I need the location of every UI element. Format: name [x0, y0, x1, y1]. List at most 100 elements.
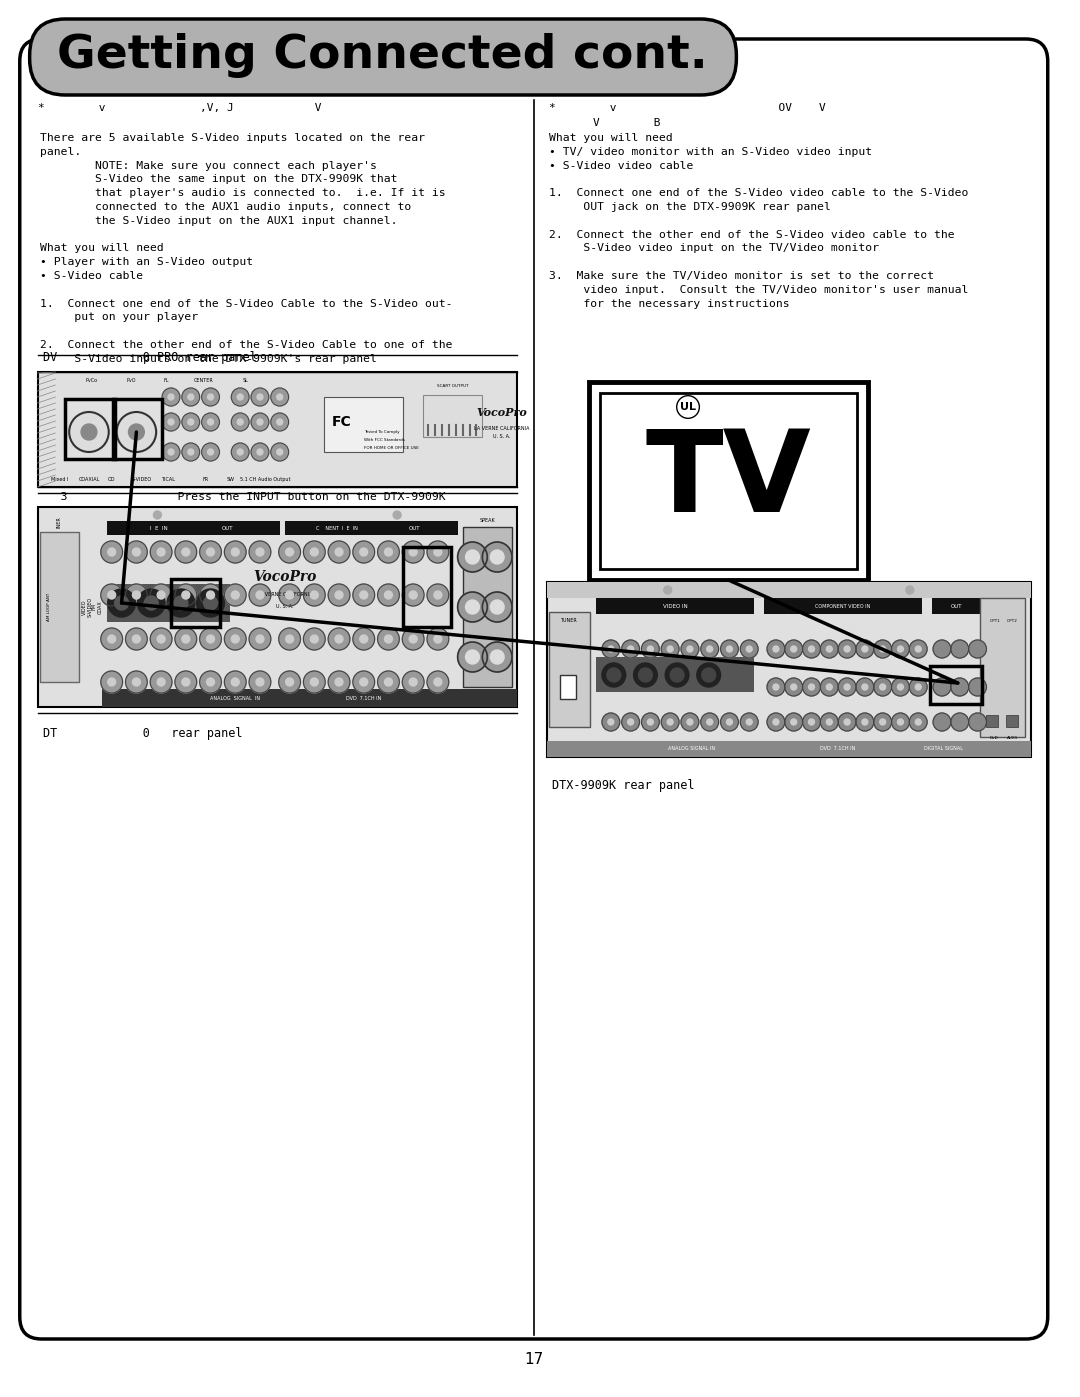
Circle shape: [701, 640, 718, 658]
Circle shape: [856, 640, 874, 658]
Circle shape: [285, 591, 294, 599]
Bar: [112, 400, 162, 460]
Circle shape: [206, 548, 215, 556]
Text: 1.  Connect one end of the S-Video video cable to the S-Video: 1. Connect one end of the S-Video video …: [549, 189, 968, 198]
Circle shape: [785, 712, 802, 731]
Circle shape: [249, 629, 271, 650]
Text: LA VERNE CALIFORNIA: LA VERNE CALIFORNIA: [257, 592, 312, 598]
Circle shape: [969, 640, 986, 658]
Bar: [596, 598, 754, 615]
Circle shape: [125, 629, 147, 650]
Circle shape: [175, 541, 197, 563]
Circle shape: [108, 590, 135, 617]
Circle shape: [271, 388, 288, 407]
Circle shape: [933, 712, 950, 731]
Circle shape: [821, 678, 838, 696]
Circle shape: [915, 645, 921, 652]
Circle shape: [158, 591, 165, 599]
Circle shape: [602, 664, 625, 687]
Circle shape: [303, 671, 325, 693]
Circle shape: [647, 719, 653, 725]
Circle shape: [303, 629, 325, 650]
Circle shape: [378, 584, 400, 606]
Text: Selecting the correct input channel: Selecting the correct input channel: [40, 464, 280, 474]
Circle shape: [310, 636, 319, 643]
Circle shape: [162, 443, 180, 461]
Circle shape: [838, 640, 856, 658]
Circle shape: [402, 671, 424, 693]
Circle shape: [168, 394, 174, 400]
Text: • S-Video cable: • S-Video cable: [40, 271, 143, 281]
Circle shape: [158, 548, 165, 556]
Circle shape: [133, 678, 140, 686]
Text: connected to the AUX1 audio inputs, connect to: connected to the AUX1 audio inputs, conn…: [40, 203, 410, 212]
Circle shape: [607, 668, 621, 682]
Bar: [171, 578, 220, 627]
Circle shape: [809, 685, 814, 690]
Circle shape: [174, 597, 188, 610]
Circle shape: [158, 678, 165, 686]
Bar: [423, 395, 483, 437]
Circle shape: [490, 650, 504, 664]
Text: TV: TV: [646, 426, 811, 536]
Circle shape: [821, 712, 838, 731]
Circle shape: [335, 678, 343, 686]
Circle shape: [279, 629, 300, 650]
Circle shape: [231, 388, 249, 407]
Text: DTX-9909K rear panel: DTX-9909K rear panel: [552, 780, 694, 792]
Text: 1.  Connect one end of the S-Video Cable to the S-Video out-: 1. Connect one end of the S-Video Cable …: [40, 299, 453, 309]
Circle shape: [335, 591, 343, 599]
Circle shape: [81, 425, 97, 440]
Circle shape: [231, 443, 249, 461]
Circle shape: [108, 678, 116, 686]
Text: 2.  Connect the other end of the S-Video video cable to the: 2. Connect the other end of the S-Video …: [549, 229, 955, 240]
Circle shape: [892, 712, 909, 731]
Circle shape: [133, 548, 140, 556]
Text: SL: SL: [242, 377, 248, 383]
Circle shape: [378, 671, 400, 693]
Circle shape: [150, 541, 172, 563]
Circle shape: [162, 388, 180, 407]
Circle shape: [427, 584, 449, 606]
Text: S-Video video input on the TV/Video monitor: S-Video video input on the TV/Video moni…: [549, 243, 878, 253]
Text: OUT: OUT: [222, 525, 233, 531]
Circle shape: [137, 590, 165, 617]
Circle shape: [393, 511, 401, 520]
Circle shape: [622, 640, 639, 658]
Circle shape: [251, 414, 269, 432]
Text: NOTE: Make sure you connect each player's: NOTE: Make sure you connect each player'…: [40, 161, 377, 170]
Circle shape: [231, 591, 239, 599]
Circle shape: [880, 719, 886, 725]
Circle shape: [175, 671, 197, 693]
Circle shape: [181, 388, 200, 407]
Text: VocoPro: VocoPro: [253, 570, 316, 584]
Bar: [546, 583, 1031, 598]
Circle shape: [608, 645, 613, 652]
Text: NOTE: All 5 of the A/V input channels have an: NOTE: All 5 of the A/V input channels ha…: [40, 409, 404, 419]
Text: for the necessary instructions: for the necessary instructions: [549, 299, 789, 309]
Circle shape: [490, 599, 504, 615]
Circle shape: [285, 636, 294, 643]
Circle shape: [706, 645, 713, 652]
Text: 2.  Connect the other end of the S-Video Cable to one of the: 2. Connect the other end of the S-Video …: [40, 339, 453, 351]
Circle shape: [802, 712, 821, 731]
Circle shape: [826, 645, 833, 652]
Circle shape: [933, 640, 950, 658]
Circle shape: [256, 548, 264, 556]
Circle shape: [897, 645, 904, 652]
Circle shape: [862, 645, 868, 652]
Text: DvD: DvD: [989, 736, 998, 740]
Text: the S-Video input on the AUX1 input channel.: the S-Video input on the AUX1 input chan…: [40, 215, 397, 226]
Text: 3.  Select the proper input channel on the DTX-9909K: 3. Select the proper input channel on th…: [40, 381, 397, 391]
Text: OUT: OUT: [951, 604, 962, 609]
Circle shape: [785, 640, 802, 658]
Circle shape: [328, 541, 350, 563]
Circle shape: [458, 592, 487, 622]
Bar: [764, 598, 922, 615]
Circle shape: [231, 678, 239, 686]
Text: C    NENT  I  E  IN: C NENT I E IN: [315, 525, 357, 531]
Circle shape: [727, 645, 732, 652]
Circle shape: [276, 394, 283, 400]
Circle shape: [720, 712, 739, 731]
Circle shape: [257, 448, 262, 455]
